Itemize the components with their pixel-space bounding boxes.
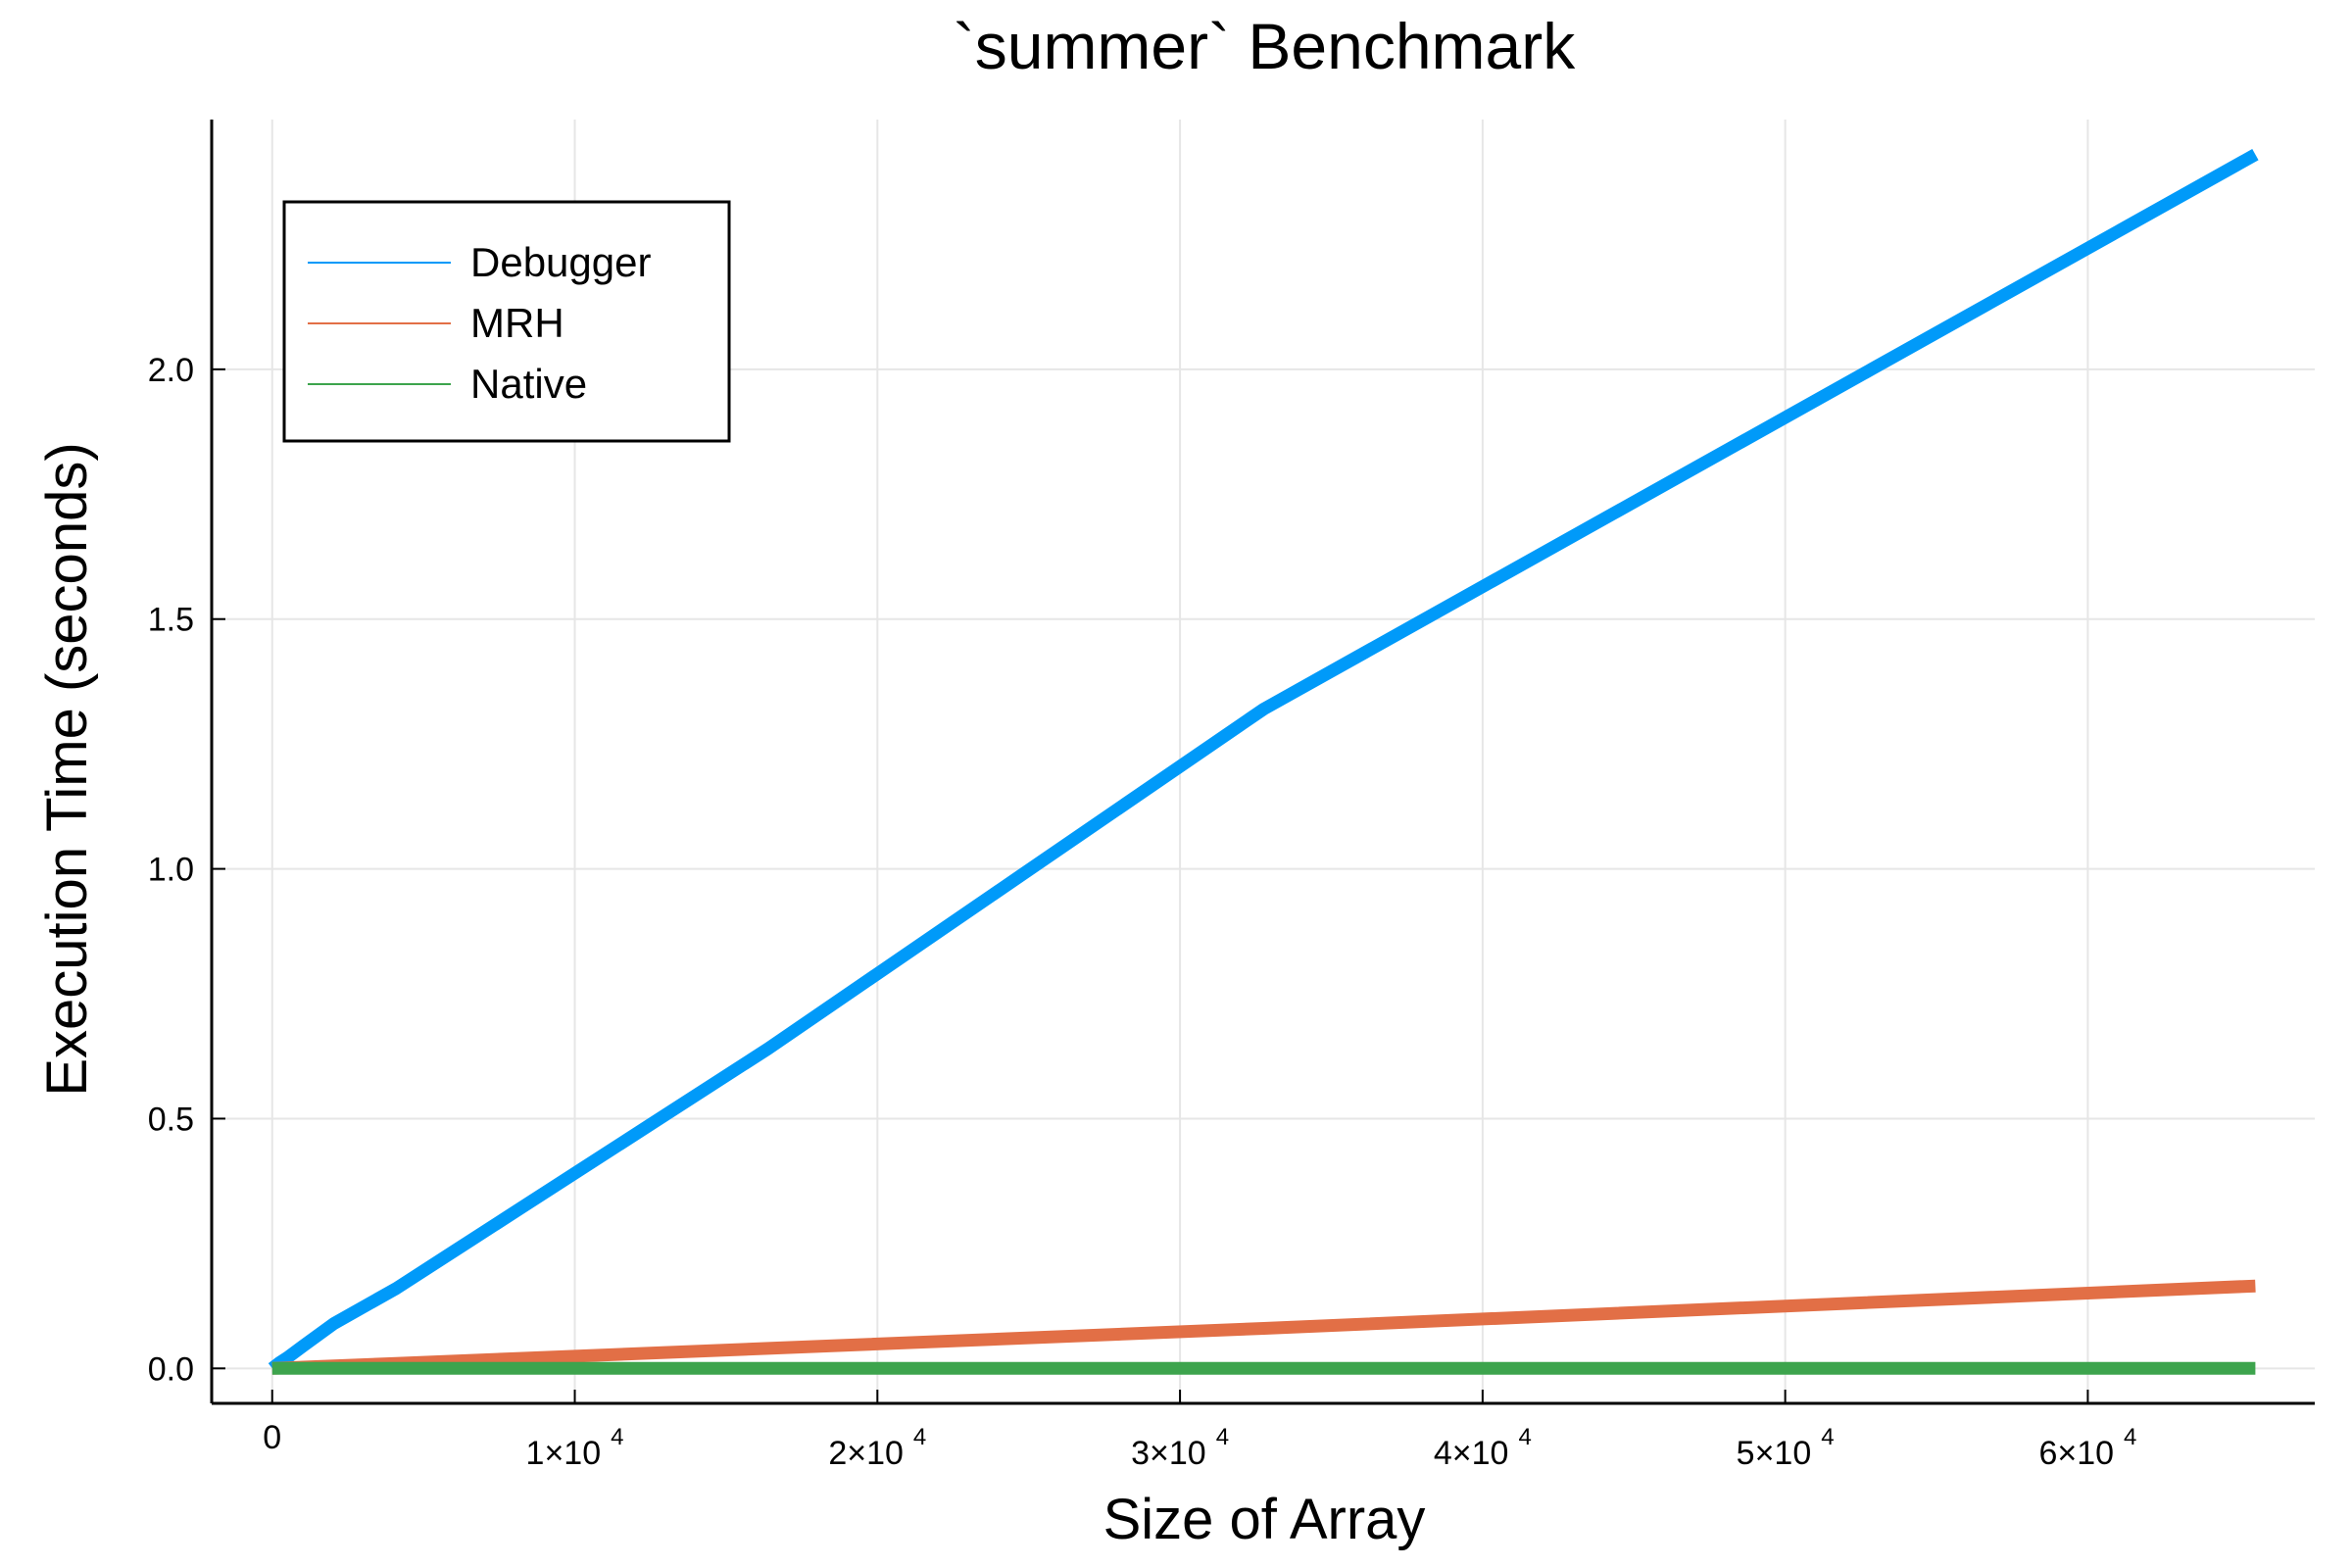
legend-entry-label: Debugger — [470, 239, 651, 285]
chart-title: `summer` Benchmark — [954, 10, 1576, 82]
x-tick-label: 6×10 4 — [2038, 1424, 2136, 1472]
x-tick-label: 5×10 4 — [1737, 1424, 1835, 1472]
x-tick-label: 4×10 4 — [1434, 1424, 1532, 1472]
x-tick-label: 3×10 4 — [1131, 1424, 1229, 1472]
y-tick-label: 0.5 — [148, 1101, 194, 1138]
x-axis-label: Size of Array — [1103, 1488, 1426, 1551]
y-tick-label: 1.5 — [148, 602, 194, 639]
series-lines — [268, 149, 2259, 1375]
x-tick-label: 2×10 4 — [828, 1424, 926, 1472]
legend: Debugger MRH Native — [282, 200, 731, 443]
legend-entry-label: Native — [470, 361, 587, 407]
x-tick-label: 1×10 4 — [526, 1424, 624, 1472]
x-tick-label: 0 — [263, 1419, 281, 1456]
y-tick-label: 1.0 — [148, 852, 194, 889]
series-line-debugger — [268, 149, 2259, 1374]
axes — [210, 120, 2315, 1405]
y-tick-label: 2.0 — [148, 352, 194, 389]
tick-labels: 0 1×10 4 2×10 4 3×10 4 4×10 4 5×10 4 6×10 4 0.0 0.5 1.0… — [148, 352, 2137, 1472]
y-tick-label: 0.0 — [148, 1350, 194, 1388]
legend-box — [282, 200, 731, 443]
y-axis-label: Execution Time (seconds) — [35, 442, 99, 1096]
legend-entry-label: MRH — [470, 300, 564, 346]
